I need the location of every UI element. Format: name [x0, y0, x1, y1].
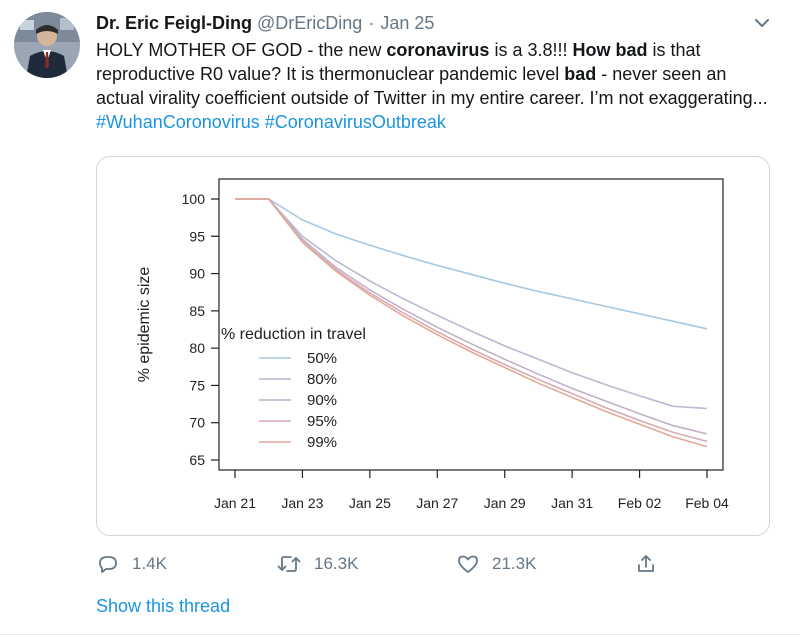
chevron-down-icon [755, 19, 769, 27]
share-icon [638, 555, 654, 572]
like-button[interactable]: 21.3K [456, 550, 536, 578]
tweet-bold-text: coronavirus [386, 40, 490, 60]
x-tick-label: Feb 04 [685, 495, 729, 511]
x-tick-label: Jan 27 [416, 495, 458, 511]
legend-label: 95% [307, 413, 337, 430]
y-tick-label: 70 [189, 415, 205, 431]
tweet-text-segment: is that reproductive R0 value? It is the… [96, 40, 701, 84]
legend-label: 80% [307, 371, 337, 388]
tweet-text-segment: is a 3.8!!! [489, 40, 573, 60]
tweet-header: Dr. Eric Feigl-Ding @DrEricDing · Jan 25 [96, 10, 434, 36]
retweet-icon [277, 556, 301, 572]
share-button[interactable] [634, 550, 670, 578]
x-tick-label: Jan 31 [551, 495, 593, 511]
reply-icon [99, 556, 117, 573]
tweet-text: HOLY MOTHER OF GOD - the new coronavirus… [96, 38, 776, 134]
y-tick-label: 85 [189, 303, 205, 319]
tweet-actions: 1.4K 16.3K 21.3K [96, 550, 696, 578]
x-tick-label: Jan 21 [214, 495, 256, 511]
tweet-date[interactable]: Jan 25 [380, 12, 435, 33]
hashtag-link[interactable]: #CoronavirusOutbreak [264, 112, 446, 132]
legend-title: % reduction in travel [221, 326, 366, 343]
x-tick-label: Jan 29 [484, 495, 526, 511]
series-line-95pct [235, 198, 708, 443]
epidemic-size-chart: 65 70 75 80 85 90 95 100 Jan 21 Jan 23 Jan 25 Jan 2… [136, 178, 729, 511]
tweet-bold-text: How bad [572, 40, 648, 60]
tweet-text-segment: - never seen an actual virality coeffici… [96, 64, 768, 108]
x-tick-label: Feb 02 [618, 495, 662, 511]
plot-frame [218, 178, 724, 471]
series-line-50pct [235, 198, 708, 330]
reply-count: 1.4K [132, 554, 167, 573]
author-handle[interactable]: @DrEricDing [257, 12, 363, 33]
like-count: 21.3K [492, 554, 537, 573]
legend-label: 90% [307, 392, 337, 409]
y-tick-label: 100 [182, 191, 206, 207]
series-line-99pct [235, 198, 708, 448]
heart-icon [458, 555, 478, 573]
retweet-count: 16.3K [314, 554, 359, 573]
legend-label: 50% [307, 350, 337, 367]
header-separator: · [368, 12, 375, 33]
tweet-bold-text: bad [564, 64, 597, 84]
y-tick-label: 75 [189, 377, 205, 393]
author-name[interactable]: Dr. Eric Feigl-Ding [96, 12, 253, 33]
avatar[interactable] [14, 12, 80, 78]
more-options-button[interactable] [751, 12, 773, 34]
series-line-90pct [235, 198, 708, 435]
tweet-divider [0, 634, 800, 635]
legend-label: 99% [307, 434, 337, 451]
x-tick-label: Jan 23 [281, 495, 323, 511]
retweet-button[interactable]: 16.3K [276, 550, 358, 578]
tweet-media[interactable]: 65 70 75 80 85 90 95 100 Jan 21 Jan 23 Jan 25 Jan 2… [96, 156, 770, 536]
series-line-80pct [235, 198, 708, 410]
show-thread-link[interactable]: Show this thread [96, 596, 231, 616]
reply-button[interactable]: 1.4K [96, 550, 167, 578]
y-axis-label: % epidemic size [136, 267, 153, 383]
y-tick-label: 65 [189, 452, 205, 468]
y-tick-label: 90 [189, 266, 205, 282]
x-tick-label: Jan 25 [349, 495, 391, 511]
avatar-image [14, 12, 80, 78]
y-tick-label: 80 [189, 340, 205, 356]
tweet-text-segment: HOLY MOTHER OF GOD - the new [96, 40, 387, 60]
hashtag-link[interactable]: #WuhanCoronovirus [96, 112, 260, 132]
y-tick-label: 95 [189, 228, 205, 244]
